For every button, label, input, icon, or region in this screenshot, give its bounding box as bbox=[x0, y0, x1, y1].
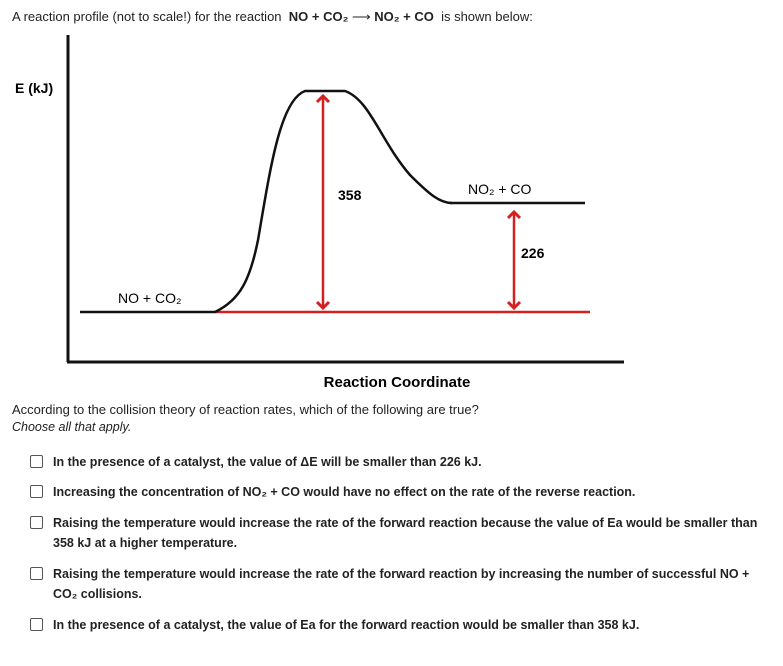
checkbox[interactable] bbox=[30, 618, 43, 631]
reactants: NO + CO₂ bbox=[288, 9, 349, 24]
products-label: NO₂ + CO bbox=[468, 181, 532, 197]
option-text[interactable]: In the presence of a catalyst, the value… bbox=[53, 618, 640, 632]
instruction: Choose all that apply. bbox=[12, 420, 132, 434]
y-axis-label: E (kJ) bbox=[15, 80, 53, 96]
x-axis-label: Reaction Coordinate bbox=[324, 374, 471, 391]
option-text[interactable]: In the presence of a catalyst, the value… bbox=[53, 455, 482, 469]
reactants-label: NO + CO₂ bbox=[118, 290, 181, 306]
reaction-diagram: E (kJ) Reaction Coordinate NO + CO₂ NO₂ … bbox=[15, 35, 624, 391]
energy-curve bbox=[214, 89, 453, 314]
checkbox[interactable] bbox=[30, 516, 43, 529]
intro-text: is shown below: bbox=[441, 9, 533, 24]
question: According to the collision theory of rea… bbox=[12, 402, 479, 417]
delta-e-label: 226 bbox=[521, 245, 545, 261]
products: NO₂ + CO bbox=[374, 9, 434, 24]
arrow: ⟶ bbox=[351, 9, 371, 24]
ea-label: 358 bbox=[338, 187, 362, 203]
intro: A reaction profile (not to scale!) for t… bbox=[12, 9, 533, 25]
option-text[interactable]: Increasing the concentration of NO₂ + CO… bbox=[53, 485, 636, 499]
checkbox[interactable] bbox=[30, 567, 43, 580]
checkbox[interactable] bbox=[30, 485, 43, 498]
option-text[interactable]: Raising the temperature would increase t… bbox=[53, 567, 750, 601]
option-text[interactable]: Raising the temperature would increase t… bbox=[53, 516, 758, 550]
checkbox[interactable] bbox=[30, 455, 43, 468]
intro-text: A reaction profile (not to scale!) for t… bbox=[12, 9, 282, 24]
